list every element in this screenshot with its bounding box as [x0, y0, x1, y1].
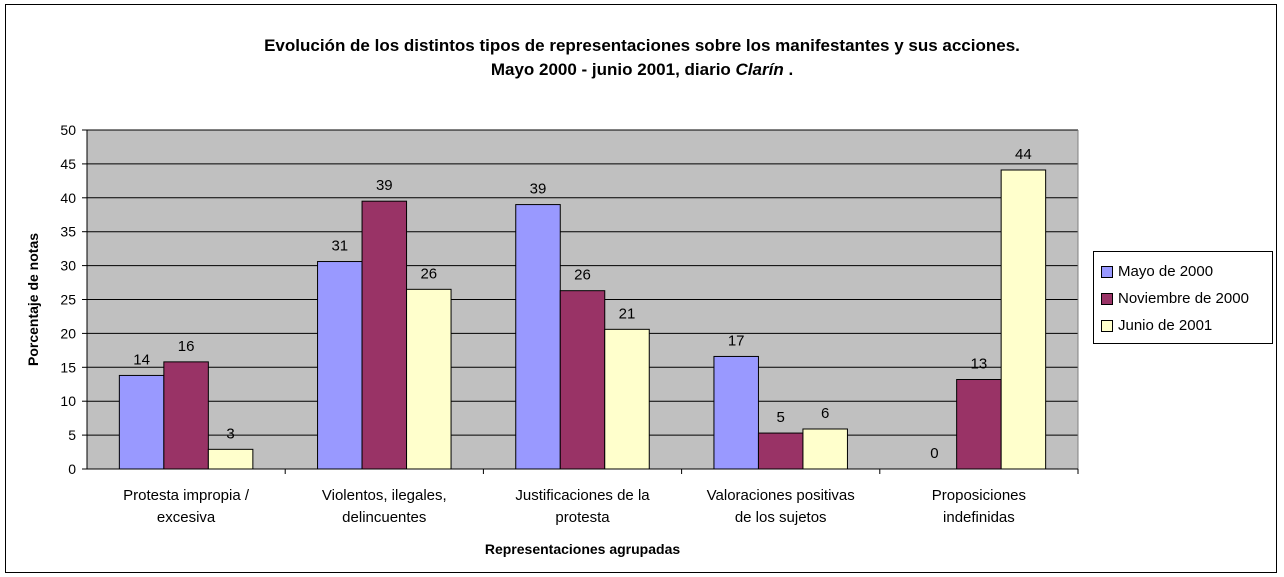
x-tick-label: Protesta impropia /: [123, 487, 250, 504]
y-axis-label: Porcentaje de notas: [25, 233, 41, 366]
legend-swatch: [1101, 292, 1113, 305]
legend-item-mayo-2000: Mayo de 2000: [1101, 258, 1272, 285]
bar-noviembre-2000: [559, 290, 606, 470]
x-tick-label: de los sujetos: [735, 509, 827, 526]
chart-title: Evolución de los distintos tipos de repr…: [0, 34, 1284, 82]
data-labels: 14 16 3 31 39 26 39 26 21 17 5 6 0 13 44: [133, 146, 1031, 462]
bar-noviembre-2000: [163, 361, 209, 470]
legend-swatch: [1101, 265, 1113, 278]
data-label-noviembre-2000: 16: [178, 338, 195, 355]
legend-item-noviembre-2000: Noviembre de 2000: [1101, 285, 1272, 312]
y-tick-label: 15: [60, 359, 76, 375]
y-tick-label: 50: [60, 122, 76, 138]
data-label-junio-2001: 26: [420, 265, 437, 282]
x-tick-label: Valoraciones positivas: [707, 487, 855, 504]
bar-mayo-2000: [515, 204, 561, 470]
data-label-junio-2001: 21: [619, 305, 636, 322]
x-tick-label: Proposiciones: [932, 487, 1026, 504]
data-label-noviembre-2000: 5: [777, 409, 785, 426]
data-label-mayo-2000: 17: [728, 332, 745, 349]
legend-label: Junio de 2001: [1118, 317, 1213, 334]
legend-label: Noviembre de 2000: [1118, 290, 1249, 307]
x-tick-label: excesiva: [157, 509, 216, 526]
bar-noviembre-2000: [757, 432, 804, 470]
y-tick-label: 45: [60, 156, 76, 172]
data-label-mayo-2000: 14: [133, 351, 150, 368]
title-line-2-prefix: Mayo 2000 - junio 2001, diario: [490, 60, 736, 79]
y-tick-label: 25: [60, 292, 76, 308]
y-tick-label: 35: [60, 224, 76, 240]
y-tick-label: 10: [60, 393, 76, 409]
x-tick-label: protesta: [555, 509, 610, 526]
legend-swatch: [1101, 319, 1113, 332]
title-line-1: Evolución de los distintos tipos de repr…: [264, 36, 1020, 55]
data-label-junio-2001: 6: [821, 405, 829, 422]
y-tick-label: 0: [68, 461, 76, 477]
x-tick-label: indefinidas: [943, 509, 1015, 526]
y-tick-label: 30: [60, 258, 76, 274]
data-label-mayo-2000: 0: [930, 445, 938, 462]
x-tick-label: delincuentes: [342, 509, 426, 526]
gridlines: [87, 129, 1079, 469]
bar-mayo-2000: [713, 355, 759, 470]
bar-junio-2001: [406, 288, 452, 470]
x-tick-label: Justificaciones de la: [515, 487, 650, 504]
title-line-2-suffix: .: [783, 60, 794, 79]
x-tick-label: Violentos, ilegales,: [322, 487, 447, 504]
bar-mayo-2000: [317, 261, 363, 470]
data-label-noviembre-2000: 39: [376, 177, 393, 194]
bar-noviembre-2000: [361, 200, 408, 470]
legend-label: Mayo de 2000: [1118, 263, 1214, 280]
bar-junio-2001: [802, 428, 848, 470]
y-tick-label: 5: [68, 427, 76, 443]
data-label-mayo-2000: 31: [331, 238, 348, 255]
data-label-mayo-2000: 39: [530, 181, 547, 198]
bar-junio-2001: [1000, 169, 1047, 470]
x-axis-label: Representaciones agrupadas: [485, 541, 681, 557]
bar-mayo-2000: [118, 374, 165, 470]
data-label-noviembre-2000: 13: [971, 356, 988, 373]
data-label-noviembre-2000: 26: [574, 267, 591, 284]
bars: [118, 169, 1047, 470]
axes: [82, 129, 1079, 474]
bar-noviembre-2000: [956, 379, 1002, 470]
data-label-junio-2001: 44: [1015, 146, 1032, 163]
bar-junio-2001: [207, 448, 254, 470]
x-tick-labels: Protesta impropia / excesiva Violentos, il…: [123, 487, 1026, 526]
y-tick-label: 40: [60, 190, 76, 206]
y-tick-labels: 0 5 10 15 20 25 30 35 40 45 50: [60, 122, 76, 477]
title-newspaper: Clarín: [735, 60, 784, 79]
data-label-junio-2001: 3: [226, 425, 234, 442]
legend-item-junio-2001: Junio de 2001: [1101, 312, 1272, 339]
legend: Mayo de 2000 Noviembre de 2000 Junio de …: [1093, 251, 1273, 344]
title-line-2: Mayo 2000 - junio 2001, diario Clarín .: [0, 58, 1284, 82]
y-tick-label: 20: [60, 325, 76, 341]
bar-junio-2001: [604, 328, 650, 470]
